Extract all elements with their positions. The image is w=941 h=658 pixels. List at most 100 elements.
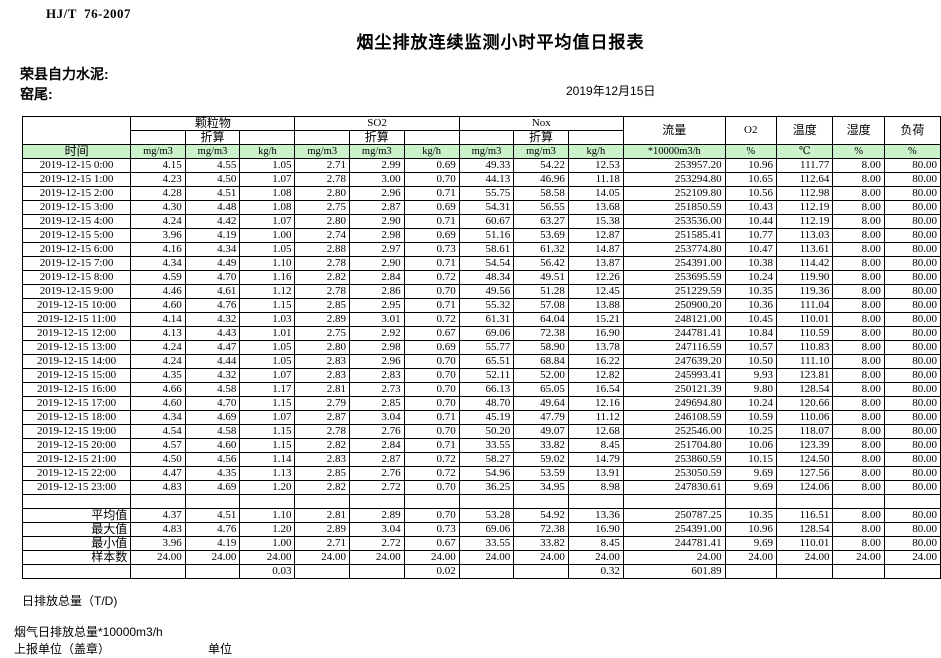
cell-so2-converted: 2.76	[349, 424, 405, 439]
cell-nox-mgm3: 36.25	[458, 480, 515, 495]
spacer-cell	[567, 494, 624, 509]
table-row[interactable]: 2019-12-15 14:00 4.24 4.44 1.05 2.83 2.96 0.70…	[21, 354, 941, 369]
cell-humidity: 8.00	[832, 424, 885, 439]
cell-so2-mgm3: 2.85	[294, 298, 351, 313]
cell-so2-converted: 2.90	[349, 214, 405, 229]
cell-so2-mgm3: 2.87	[294, 410, 351, 425]
table-row[interactable]: 2019-12-15 18:00 4.34 4.69 1.07 2.87 3.04 0.71…	[21, 410, 941, 425]
table-row[interactable]: 2019-12-15 5:00 3.96 4.19 1.00 2.74 2.98 0.69 5…	[21, 228, 941, 243]
cell-so2-mgm3: 2.82	[294, 270, 351, 285]
cell-pm-converted: 4.51	[184, 186, 241, 201]
table-row[interactable]: 2019-12-15 23:00 4.83 4.69 1.20 2.82 2.72 0.70…	[21, 480, 941, 495]
cell-flow: 253050.59	[622, 466, 726, 481]
cell-nox-mgm3: 54.54	[458, 256, 515, 271]
cell-nox-converted: 64.04	[513, 312, 569, 327]
cell-so2-mgm3: 2.79	[294, 396, 351, 411]
cell-nox-mgm3: 69.06	[458, 522, 515, 537]
spacer-cell	[458, 494, 515, 509]
cell-nox-converted: 56.55	[513, 200, 569, 215]
cell-so2-kgh: 0.72	[403, 466, 460, 481]
cell-temperature: 112.64	[775, 172, 834, 187]
table-row[interactable]: 2019-12-15 2:00 4.28 4.51 1.08 2.80 2.96 0.71 5…	[21, 186, 941, 201]
cell-daily-total-label-placeholder	[21, 564, 132, 579]
group-header-pm: 颗粒物	[130, 116, 296, 131]
cell-daily-total-pm-converted	[184, 564, 241, 579]
table-row[interactable]: 2019-12-15 4:00 4.24 4.42 1.07 2.80 2.90 0.71 6…	[21, 214, 941, 229]
cell-flow: 251585.41	[622, 228, 726, 243]
cell-humidity: 8.00	[832, 172, 885, 187]
spacer-cell	[239, 494, 296, 509]
cell-load: 80.00	[883, 452, 941, 467]
cell-nox-converted: 51.28	[513, 284, 569, 299]
cell-so2-converted: 2.92	[349, 326, 405, 341]
table-row[interactable]: 2019-12-15 13:00 4.24 4.47 1.05 2.80 2.98 0.69…	[21, 340, 941, 355]
cell-nox-mgm3: 65.51	[458, 354, 515, 369]
cell-nox-converted: 56.42	[513, 256, 569, 271]
cell-nox-mgm3: 69.06	[458, 326, 515, 341]
cell-humidity: 8.00	[832, 368, 885, 383]
cell-load: 80.00	[883, 368, 941, 383]
cell-so2-kgh: 0.70	[403, 480, 460, 495]
cell-time: 2019-12-15 13:00	[21, 340, 132, 355]
table-row[interactable]: 2019-12-15 22:00 4.47 4.35 1.13 2.85 2.76 0.72…	[21, 466, 941, 481]
cell-so2-kgh: 0.71	[403, 186, 460, 201]
cell-flow: 251704.80	[622, 438, 726, 453]
table-row[interactable]: 2019-12-15 1:00 4.23 4.50 1.07 2.78 3.00 0.70 4…	[21, 172, 941, 187]
cell-pm-mgm3: 4.24	[130, 354, 186, 369]
spacer-cell	[832, 494, 885, 509]
unit-pm-mgm3: mg/m3	[130, 144, 186, 159]
cell-pm-converted: 4.32	[184, 368, 241, 383]
cell-pm-kgh: 1.17	[239, 382, 296, 397]
table-row[interactable]: 2019-12-15 15:00 4.35 4.32 1.07 2.83 2.83 0.70…	[21, 368, 941, 383]
unit-nox-mgm3: mg/m3	[458, 144, 515, 159]
cell-nox-converted: 59.02	[513, 452, 569, 467]
cell-load: 80.00	[883, 186, 941, 201]
table-row[interactable]: 2019-12-15 6:00 4.16 4.34 1.05 2.88 2.97 0.73 5…	[21, 242, 941, 257]
table-row[interactable]: 2019-12-15 8:00 4.59 4.70 1.16 2.82 2.84 0.72 4…	[21, 270, 941, 285]
cell-so2-kgh: 0.70	[403, 508, 460, 523]
cell-time: 2019-12-15 15:00	[21, 368, 132, 383]
cell-pm-converted: 4.49	[184, 256, 241, 271]
cell-nox-kgh: 8.98	[567, 480, 624, 495]
cell-pm-kgh: 1.13	[239, 466, 296, 481]
cell-nox-converted: 65.05	[513, 382, 569, 397]
cell-pm-kgh: 1.12	[239, 284, 296, 299]
table-row[interactable]: 2019-12-15 3:00 4.30 4.48 1.08 2.75 2.87 0.69 5…	[21, 200, 941, 215]
cell-time: 2019-12-15 7:00	[21, 256, 132, 271]
cell-temperature: 24.00	[775, 550, 834, 565]
cell-flow: 253774.80	[622, 242, 726, 257]
cell-nox-kgh: 8.45	[567, 438, 624, 453]
table-row[interactable]: 2019-12-15 19:00 4.54 4.58 1.15 2.78 2.76 0.70…	[21, 424, 941, 439]
cell-summary-label: 平均值	[21, 508, 132, 523]
cell-o2: 10.43	[724, 200, 777, 215]
table-row[interactable]: 2019-12-15 11:00 4.14 4.32 1.03 2.89 3.01 0.72…	[21, 312, 941, 327]
table-row[interactable]: 2019-12-15 21:00 4.50 4.56 1.14 2.83 2.87 0.72…	[21, 452, 941, 467]
table-row[interactable]: 2019-12-15 0:00 4.15 4.55 1.05 2.71 2.99 0.69 4…	[21, 158, 941, 173]
cell-o2: 10.35	[724, 508, 777, 523]
cell-so2-converted: 2.89	[349, 508, 405, 523]
cell-load: 80.00	[883, 508, 941, 523]
table-row[interactable]: 2019-12-15 12:00 4.13 4.43 1.01 2.75 2.92 0.67…	[21, 326, 941, 341]
cell-so2-kgh: 0.73	[403, 522, 460, 537]
cell-nox-mgm3: 66.13	[458, 382, 515, 397]
cell-o2: 9.80	[724, 382, 777, 397]
cell-pm-converted: 4.50	[184, 172, 241, 187]
group-header-nox: Nox	[458, 116, 624, 131]
cell-nox-kgh: 14.87	[567, 242, 624, 257]
table-row[interactable]: 2019-12-15 17:00 4.60 4.70 1.15 2.79 2.85 0.70…	[21, 396, 941, 411]
cell-pm-kgh: 1.15	[239, 438, 296, 453]
table-row[interactable]: 2019-12-15 9:00 4.46 4.61 1.12 2.78 2.86 0.70 4…	[21, 284, 941, 299]
cell-o2: 10.50	[724, 354, 777, 369]
table-row[interactable]: 2019-12-15 10:00 4.60 4.76 1.15 2.85 2.95 0.71…	[21, 298, 941, 313]
cell-nox-kgh: 13.88	[567, 298, 624, 313]
cell-so2-converted: 3.04	[349, 410, 405, 425]
cell-load: 80.00	[883, 312, 941, 327]
table-row[interactable]: 2019-12-15 7:00 4.34 4.49 1.10 2.78 2.90 0.71 5…	[21, 256, 941, 271]
cell-so2-mgm3: 2.81	[294, 508, 351, 523]
cell-nox-kgh: 15.38	[567, 214, 624, 229]
group-header-humidity: 湿度	[832, 116, 885, 145]
cell-flow: 247116.59	[622, 340, 726, 355]
table-row[interactable]: 2019-12-15 20:00 4.57 4.60 1.15 2.82 2.84 0.71…	[21, 438, 941, 453]
table-row[interactable]: 2019-12-15 16:00 4.66 4.58 1.17 2.81 2.73 0.70…	[21, 382, 941, 397]
cell-nox-mgm3: 55.32	[458, 298, 515, 313]
